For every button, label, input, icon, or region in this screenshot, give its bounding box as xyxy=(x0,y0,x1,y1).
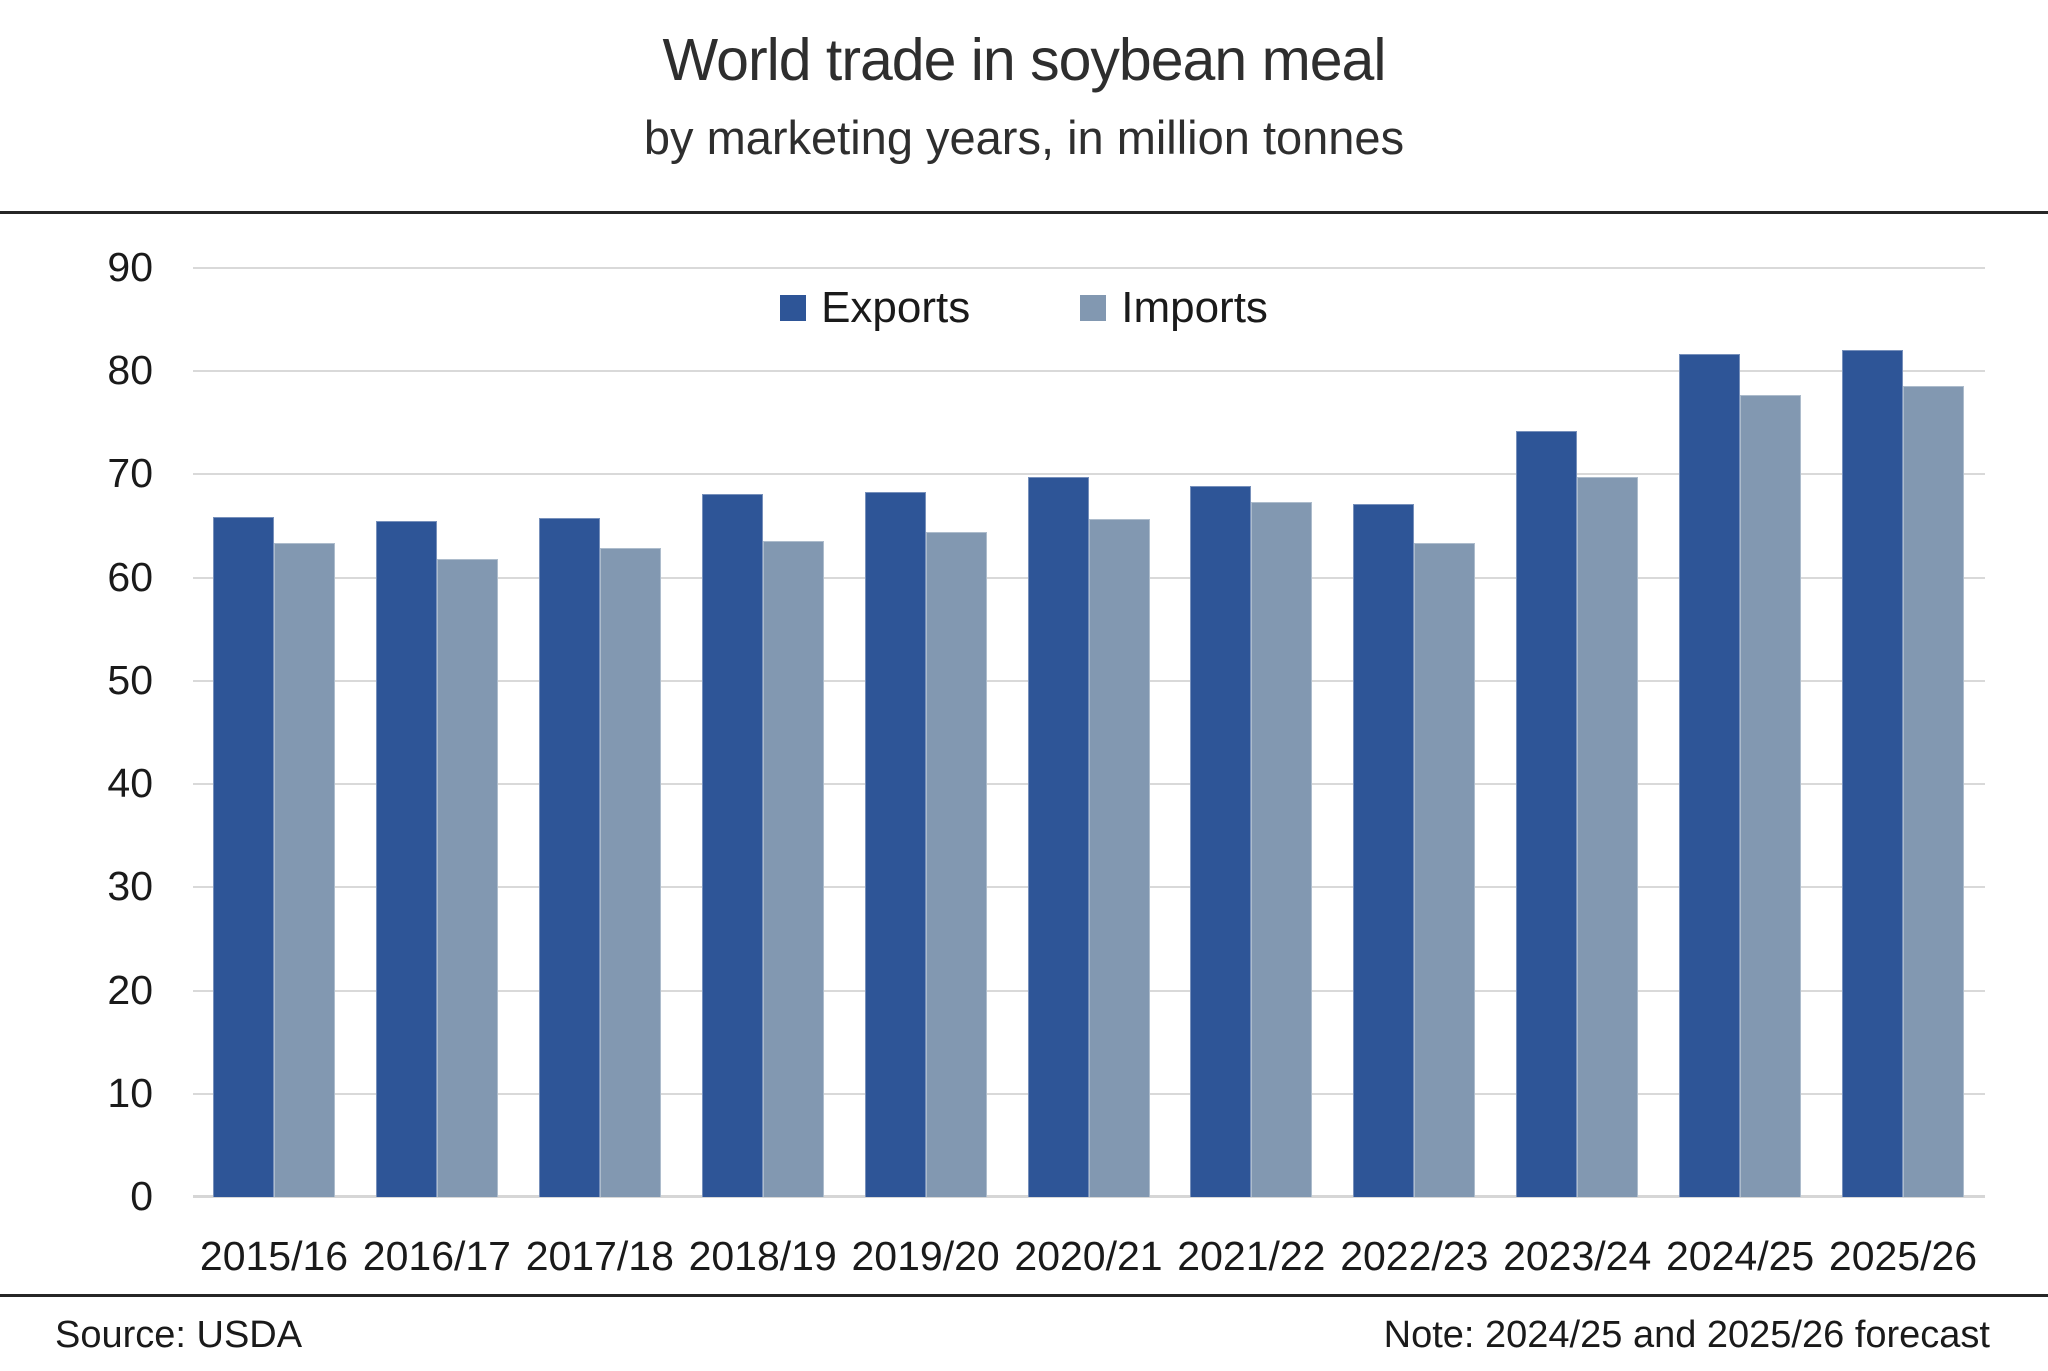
x-axis-label-2019-20: 2019/20 xyxy=(851,1233,1000,1279)
bar-exports-2017-18 xyxy=(538,517,600,1197)
x-axis-label-2023-24: 2023/24 xyxy=(1503,1233,1652,1279)
bar-exports-2020-21 xyxy=(1027,476,1089,1197)
bar-exports-2025-26 xyxy=(1842,349,1903,1197)
legend-item-exports: Exports xyxy=(780,283,970,333)
y-axis-tick-label-40: 40 xyxy=(107,760,153,807)
legend-item-imports: Imports xyxy=(1080,283,1268,333)
bar-imports-2024-25 xyxy=(1740,394,1802,1197)
bar-exports-2016-17 xyxy=(375,520,437,1197)
bar-imports-2019-20 xyxy=(925,532,987,1197)
x-axis-label-2021-22: 2021/22 xyxy=(1177,1233,1326,1279)
bar-exports-2022-23 xyxy=(1353,504,1415,1197)
bar-imports-2023-24 xyxy=(1577,476,1639,1197)
bar-exports-2015-16 xyxy=(213,516,274,1197)
chart-subtitle: by marketing years, in million tonnes xyxy=(643,111,1405,164)
y-axis-tick-label-30: 30 xyxy=(107,863,153,910)
chart-title: World trade in soybean meal xyxy=(662,27,1387,93)
x-axis-label-2017-18: 2017/18 xyxy=(525,1233,674,1279)
bar-exports-2019-20 xyxy=(864,492,926,1197)
gridline-90 xyxy=(193,267,1985,269)
x-axis-label-2022-23: 2022/23 xyxy=(1340,1233,1489,1279)
gridline-70 xyxy=(193,473,1985,476)
bar-imports-2025-26 xyxy=(1903,385,1964,1197)
y-axis-tick-label-50: 50 xyxy=(107,656,153,703)
bar-imports-2015-16 xyxy=(274,542,335,1197)
bar-imports-2020-21 xyxy=(1088,518,1150,1197)
exports-swatch-icon xyxy=(780,295,807,321)
bar-exports-2024-25 xyxy=(1679,353,1741,1197)
y-axis-tick-label-0: 0 xyxy=(130,1173,153,1219)
imports-legend-label: Imports xyxy=(1121,283,1268,332)
bar-imports-2021-22 xyxy=(1251,502,1313,1197)
y-axis-tick-label-10: 10 xyxy=(107,1069,153,1116)
bar-imports-2016-17 xyxy=(436,559,498,1197)
header-divider-line xyxy=(0,211,2048,214)
y-axis-tick-label-60: 60 xyxy=(107,553,153,600)
bar-imports-2022-23 xyxy=(1414,542,1476,1197)
forecast-note: Note: 2024/25 and 2025/26 forecast xyxy=(1383,1314,1990,1356)
bar-exports-2021-22 xyxy=(1190,485,1252,1197)
y-axis-tick-label-90: 90 xyxy=(107,244,153,290)
bar-imports-2017-18 xyxy=(599,547,661,1197)
imports-swatch-icon xyxy=(1080,295,1107,321)
x-axis-label-2025-26: 2025/26 xyxy=(1828,1233,1978,1279)
bar-exports-2018-19 xyxy=(701,494,763,1197)
x-axis-label-2024-25: 2024/25 xyxy=(1665,1233,1815,1279)
y-axis-tick-label-80: 80 xyxy=(107,347,153,394)
exports-legend-label: Exports xyxy=(821,283,971,332)
x-axis-label-2020-21: 2020/21 xyxy=(1014,1233,1163,1279)
legend: Exports Imports xyxy=(0,283,2048,333)
y-axis-tick-label-20: 20 xyxy=(107,966,153,1013)
source-note: Source: USDA xyxy=(55,1314,303,1356)
y-axis-tick-label-70: 70 xyxy=(107,450,153,497)
x-axis-label-2016-17: 2016/17 xyxy=(362,1233,511,1279)
x-axis-label-2015-16: 2015/16 xyxy=(199,1233,349,1279)
x-axis-label-2018-19: 2018/19 xyxy=(688,1233,837,1279)
plot-area: 0 10 20 30 40 50 60 70 80 90 2015/16 2016/17 2017/18… xyxy=(107,247,1985,1279)
bar-imports-2018-19 xyxy=(762,540,824,1197)
footer-divider-line xyxy=(0,1294,2048,1297)
bar-exports-2023-24 xyxy=(1516,431,1578,1197)
gridline-80 xyxy=(193,370,1985,373)
